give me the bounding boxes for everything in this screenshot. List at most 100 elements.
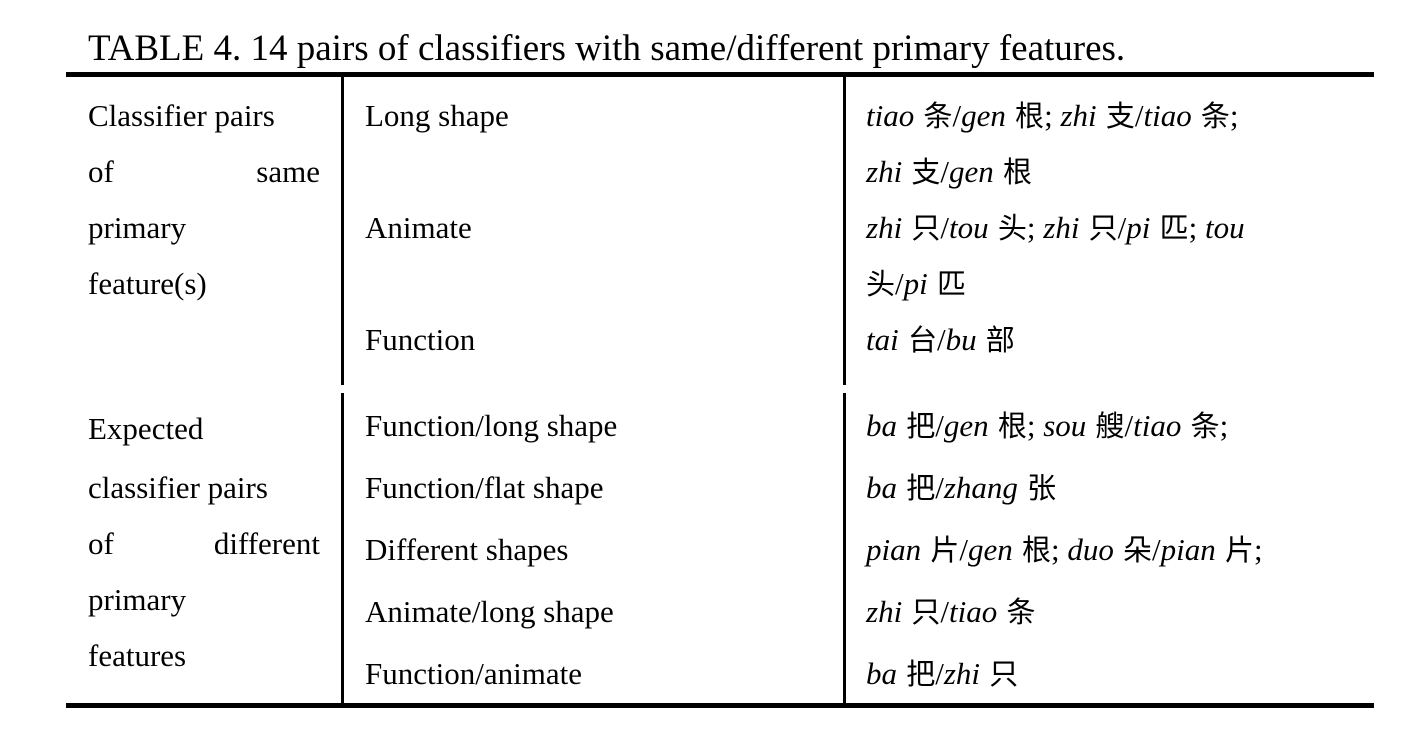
separator: / [935,408,944,443]
group-label-different: Expected classifier pairs of different pr… [88,398,320,684]
separator: ; [1026,210,1044,245]
classifier-character: 只 [980,657,1019,691]
feature-cell: Different shapes [365,532,569,567]
feature-cell: Animate [365,210,472,245]
classifier-pinyin: duo [1067,532,1114,567]
classifier-pinyin: bu [945,322,977,357]
separator: / [1124,408,1134,443]
classifier-pinyin: tiao [1143,98,1192,133]
column-divider-right-lower [843,393,846,703]
classifier-character: 只 [902,595,941,629]
pairs-cell: tai 台/bu 部 [866,312,1015,368]
classifier-pinyin: tiao [866,98,915,133]
column-divider-right-upper [843,77,846,385]
classifier-character: 匹 [1150,211,1189,245]
separator: ; [1188,210,1205,245]
classifier-character: 张 [1017,471,1057,505]
top-rule [66,72,1374,77]
separator: / [936,322,946,357]
classifier-pinyin: zhi [1060,98,1097,133]
feature-cell: Function/flat shape [365,470,604,505]
feature-cell: Animate/long shape [365,594,614,629]
classifier-pinyin: gen [961,98,1006,133]
pairs-line: ba 把/zhi 只 [866,646,1018,702]
separator: ; [1026,408,1044,443]
classifier-pinyin: pi [903,266,928,301]
group-label-line: primary [88,210,187,245]
feature-cell: Long shape [365,98,509,133]
classifier-character: 匹 [927,267,966,301]
column-divider-left-upper [341,77,344,385]
classifier-character: 把 [897,471,936,505]
classifier-pinyin: pi [1126,210,1151,245]
column-divider-left-lower [341,393,344,703]
classifier-pinyin: ba [866,408,897,443]
classifier-character: 支 [1096,99,1135,133]
pairs-line: 头/pi 匹 [866,256,1245,312]
feature-cell: Function/animate [365,656,582,691]
separator: / [935,470,944,505]
group-label-same: Classifier pairs of same primary feature(… [88,88,320,312]
separator: / [895,266,904,301]
classifier-character: 片 [921,533,960,567]
label-word: different [213,526,320,561]
separator: ; [1044,98,1061,133]
classifier-pinyin: tou [949,210,989,245]
classifier-pinyin: tou [1205,210,1245,245]
classifier-character: 条 [1181,409,1220,443]
group-label-line-justified: of same [88,144,320,200]
classifier-pinyin: zhi [866,594,903,629]
classifier-character: 部 [976,323,1015,357]
pairs-cell: pian 片/gen 根; duo 朵/pian 片; [866,522,1263,578]
classifier-pinyin: zhi [866,154,903,189]
classifier-character: 根 [1012,533,1051,567]
separator: / [940,210,950,245]
classifier-character: 条 [1191,99,1230,133]
separator: / [952,98,962,133]
group-label-line-justified: of different [88,516,320,572]
feature-cell: Function [365,322,476,357]
pairs-line: ba 把/gen 根; sou 艘/tiao 条; [866,398,1228,454]
pairs-cell: ba 把/zhang 张 [866,460,1056,516]
classifier-pinyin: ba [866,470,897,505]
pairs-cell: zhi 只/tiao 条 [866,584,1035,640]
separator: ; [1229,98,1239,133]
bottom-rule [66,703,1374,708]
classifier-character: 只 [902,211,941,245]
classifier-pinyin: pian [866,532,922,567]
separator: / [935,656,944,691]
classifier-character: 把 [897,409,936,443]
separator: / [959,532,968,567]
classifier-pinyin: zhi [1043,210,1080,245]
classifier-character: 朵 [1113,533,1153,567]
label-word: same [256,154,320,189]
classifier-character: 根 [988,409,1027,443]
classifier-character: 根 [993,155,1033,189]
label-word: of [88,154,114,189]
classifier-pinyin: zhi [866,210,903,245]
classifier-character: 条 [997,595,1036,629]
pairs-line: zhi 支/gen 根 [866,144,1239,200]
classifier-character: 台 [898,323,937,357]
classifier-pinyin: tiao [1133,408,1182,443]
separator: ; [1050,532,1068,567]
classifier-pinyin: pian [1160,532,1216,567]
group-label-line: Expected [88,411,204,446]
classifier-pinyin: sou [1043,408,1087,443]
group-label-line: feature(s) [88,266,207,301]
label-word: of [88,526,114,561]
classifier-character: 根 [1005,99,1045,133]
separator: ; [1254,532,1263,567]
separator: / [940,594,950,629]
pairs-cell: zhi 只/tou 头; zhi 只/pi 匹; tou 头/pi 匹 [866,200,1245,312]
classifier-character: 把 [897,657,936,691]
classifier-pinyin: zhang [943,470,1018,505]
classifier-pinyin: tai [866,322,899,357]
separator: / [1134,98,1144,133]
classifier-character: 只 [1079,211,1118,245]
classifier-pinyin: gen [943,408,989,443]
classifier-pinyin: gen [949,154,994,189]
feature-cell: Function/long shape [365,408,618,443]
classifier-character: 头 [866,267,896,301]
classifier-pinyin: zhi [943,656,981,691]
